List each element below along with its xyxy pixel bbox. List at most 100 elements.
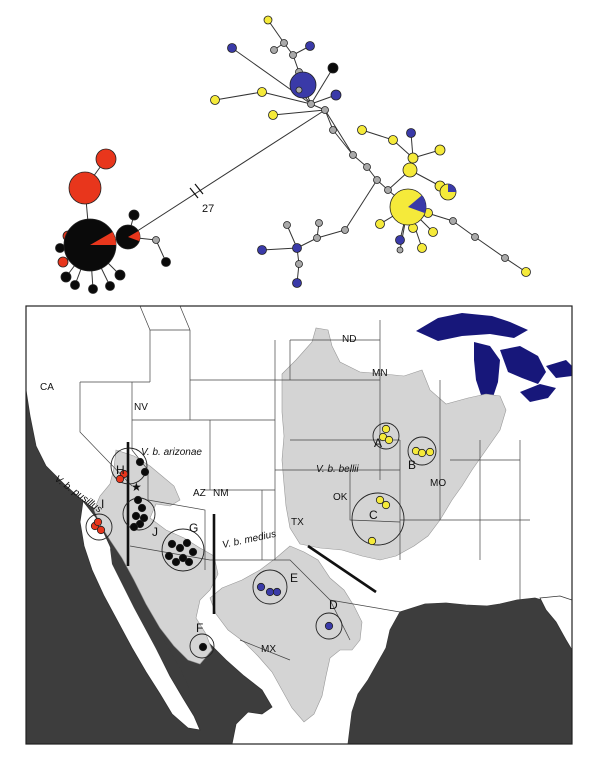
haplotype-node-blue <box>289 71 317 99</box>
state-borders <box>79 306 530 661</box>
sampling-point-black <box>135 457 145 467</box>
haplotype-node-blue <box>257 245 267 255</box>
haplotype-node-black <box>327 62 339 74</box>
site-label-e: E <box>290 571 298 585</box>
sampling-point-black <box>164 551 174 561</box>
haplotype-node-gray <box>307 100 315 108</box>
star-marker: ★ <box>131 480 142 494</box>
site-label-a: A <box>374 436 382 450</box>
site-circle-f <box>189 633 215 659</box>
sampling-point-blue <box>265 587 275 597</box>
haplotype-node-gray <box>341 226 349 234</box>
state-label-ok: OK <box>333 492 348 503</box>
site-label-j: J <box>152 525 158 539</box>
sampling-point-black <box>140 467 150 477</box>
site-circle-g <box>161 528 205 572</box>
haplotype-node-gray <box>295 86 303 94</box>
state-labels: CA NV AZ NM TX OK MO ND MN MX <box>40 334 446 655</box>
state-label-tx: TX <box>291 517 304 528</box>
gulf-of-mexico <box>348 598 572 744</box>
sampling-point-red <box>96 525 106 535</box>
haplotype-node-gray <box>283 221 291 229</box>
haplotype-node-blue <box>406 128 416 138</box>
haplotype-node-yellow <box>263 15 273 25</box>
site-label-c: C <box>369 508 378 522</box>
haplotype-node-gray <box>315 219 323 227</box>
haplotype-node-blue <box>395 235 405 245</box>
haplotype-node-yellow <box>428 227 438 237</box>
subspecies-label-bellii: V. b. bellii <box>316 464 359 475</box>
haplotype-node-gray <box>329 126 337 134</box>
haplotype-node-yellow <box>375 219 385 229</box>
haplotype-node-gray <box>384 186 392 194</box>
haplotype-node-red <box>57 256 69 268</box>
state-label-nd: ND <box>342 334 356 345</box>
site-circle-h <box>110 447 148 485</box>
haplotype-node-gray <box>313 234 321 242</box>
haplotype-node-gray <box>349 151 357 159</box>
haplotype-node-gray <box>363 163 371 171</box>
haplotype-node-gray <box>152 236 160 244</box>
haplotype-node-red <box>95 148 117 170</box>
state-label-mn: MN <box>372 368 388 379</box>
site-circle-d <box>315 612 343 640</box>
site-circle-i <box>85 513 113 541</box>
haplotype-node-black <box>161 257 171 267</box>
haplotype-node-yellow <box>407 152 419 164</box>
sampling-point-black <box>167 539 177 549</box>
site-label-f: F <box>196 621 203 635</box>
haplotype-node-black <box>60 271 72 283</box>
haplotype-node-gray <box>280 39 288 47</box>
haplotype-node-yellow <box>257 87 267 97</box>
sampling-point-black <box>129 522 139 532</box>
haplotype-node-gray <box>373 176 381 184</box>
map-frame <box>25 305 573 745</box>
haplotype-network: 27 <box>55 15 531 294</box>
state-label-nm: NM <box>213 488 229 499</box>
site-circle-e <box>252 569 288 605</box>
haplotype-node-black <box>114 269 126 281</box>
branch-break-label: 27 <box>202 203 214 215</box>
haplotype-node-yellow <box>521 267 531 277</box>
gulf-of-california <box>110 548 190 700</box>
state-label-nv: NV <box>134 402 148 413</box>
branch-break-marks: 27 <box>189 183 214 215</box>
haplotype-node-gray <box>270 46 278 54</box>
haplotype-node-gray <box>396 246 404 254</box>
haplotype-node-blue-wedge <box>408 195 426 214</box>
haplotype-node-gray <box>471 233 479 241</box>
haplotype-node-gray <box>321 106 329 114</box>
sampling-point-blue <box>272 587 282 597</box>
sampling-point-black <box>131 511 141 521</box>
haplotype-node-blue-wedge-small <box>448 184 456 192</box>
great-lakes <box>416 313 572 402</box>
state-label-ca: CA <box>40 382 54 393</box>
sampling-point-black <box>188 547 198 557</box>
site-label-h: H <box>116 463 125 477</box>
haplotype-node-blue <box>305 41 315 51</box>
sampling-point-black <box>182 538 192 548</box>
sampling-point-black <box>171 557 181 567</box>
haplotype-node-blue <box>292 278 302 288</box>
haplotype-node-blue <box>292 243 302 253</box>
state-label-mo: MO <box>430 478 446 489</box>
sampling-point-black <box>139 513 149 523</box>
haplotype-node-yellow <box>268 110 278 120</box>
sampling-points <box>90 424 435 652</box>
sampling-point-blue <box>324 621 334 631</box>
haplotype-node-black <box>105 281 115 291</box>
haplotype-node-black <box>128 209 140 221</box>
site-circle-b <box>407 436 437 466</box>
sampling-point-black <box>178 553 188 563</box>
subspecies-boundaries <box>126 442 377 614</box>
state-label-az: AZ <box>193 488 206 499</box>
sampling-point-red <box>93 517 103 527</box>
site-label-g: G <box>189 521 198 535</box>
florida <box>539 595 572 651</box>
species-range <box>93 327 507 723</box>
sampling-point-blue <box>256 582 266 592</box>
sampling-point-yellow <box>375 495 385 505</box>
sampling-point-yellow <box>367 536 377 546</box>
haplotype-node-gray <box>295 260 303 268</box>
haplotype-node-red <box>68 171 102 205</box>
